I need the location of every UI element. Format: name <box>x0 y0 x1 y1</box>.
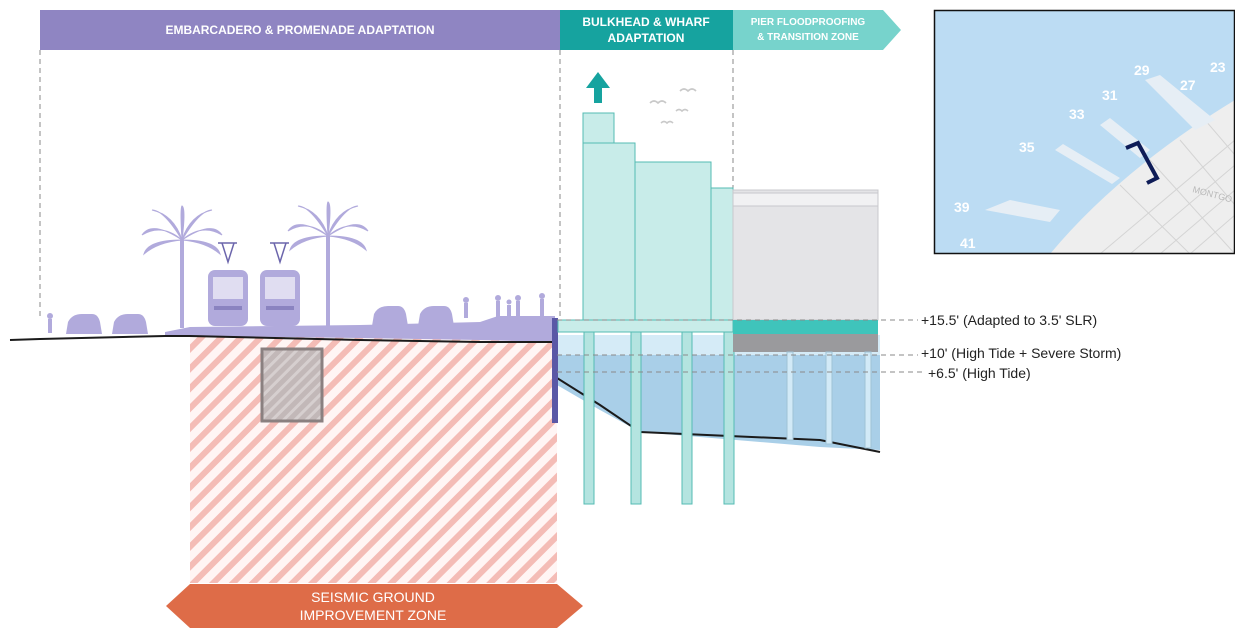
bulkhead-banner-label-2: ADAPTATION <box>608 31 685 45</box>
raise-arrow-icon <box>586 72 610 103</box>
car-icon <box>372 306 408 326</box>
embarcadero-banner-label: EMBARCADERO & PROMENADE ADAPTATION <box>165 23 434 37</box>
utility-vault <box>260 347 324 423</box>
level-label-storm: +10' (High Tide + Severe Storm) <box>921 345 1121 361</box>
map-pier-27: 27 <box>1180 77 1196 93</box>
level-label-high-tide: +6.5' (High Tide) <box>928 365 1031 381</box>
pier-banner-label-1: PIER FLOODPROOFING <box>751 17 866 28</box>
palm-tree-icon <box>287 201 369 326</box>
streetcar-icon <box>260 242 300 326</box>
car-icon <box>418 306 454 326</box>
seismic-label-1: SEISMIC GROUND <box>311 589 435 605</box>
bulkhead-banner: BULKHEAD & WHARF ADAPTATION <box>560 10 733 50</box>
map-pier-31: 31 <box>1102 87 1118 103</box>
embarcadero-banner: EMBARCADERO & PROMENADE ADAPTATION <box>40 10 560 50</box>
pier-banner-label-2: & TRANSITION ZONE <box>757 32 859 43</box>
car-icon <box>66 314 102 334</box>
bulkhead-banner-label-1: BULKHEAD & WHARF <box>582 15 709 29</box>
seismic-zone-banner: SEISMIC GROUND IMPROVEMENT ZONE <box>166 584 583 628</box>
wharf-piles <box>583 331 735 505</box>
zone-boundary-lines <box>39 50 734 320</box>
pedestrians-icon <box>47 293 545 333</box>
map-land <box>1050 100 1235 254</box>
car-icon <box>112 314 148 334</box>
wharf-building <box>582 112 734 321</box>
seismic-improvement-zone <box>190 336 557 583</box>
seawall <box>552 318 558 423</box>
seismic-label-2: IMPROVEMENT ZONE <box>300 607 447 623</box>
map-pier-39: 39 <box>954 199 970 215</box>
birds-icon <box>649 88 697 125</box>
wharf-deck <box>557 319 734 333</box>
map-pier-41: 41 <box>960 235 976 251</box>
map-pier-33: 33 <box>1069 106 1085 122</box>
map-pier-29: 29 <box>1134 62 1150 78</box>
palm-tree-icon <box>141 205 223 328</box>
project-location-marker <box>1125 140 1160 185</box>
level-lines <box>557 319 926 373</box>
promenade-surface <box>165 316 555 342</box>
map-pier-23: 23 <box>1210 59 1226 75</box>
streetcar-icon <box>208 242 248 326</box>
pier-banner: PIER FLOODPROOFING & TRANSITION ZONE <box>733 10 901 50</box>
map-pier-35: 35 <box>1019 139 1035 155</box>
ground-line <box>9 335 555 343</box>
level-label-adapted: +15.5' (Adapted to 3.5' SLR) <box>921 312 1097 328</box>
location-map: 23 27 29 31 33 35 39 41 MONTGO <box>933 9 1235 255</box>
pier-shed <box>732 189 879 449</box>
